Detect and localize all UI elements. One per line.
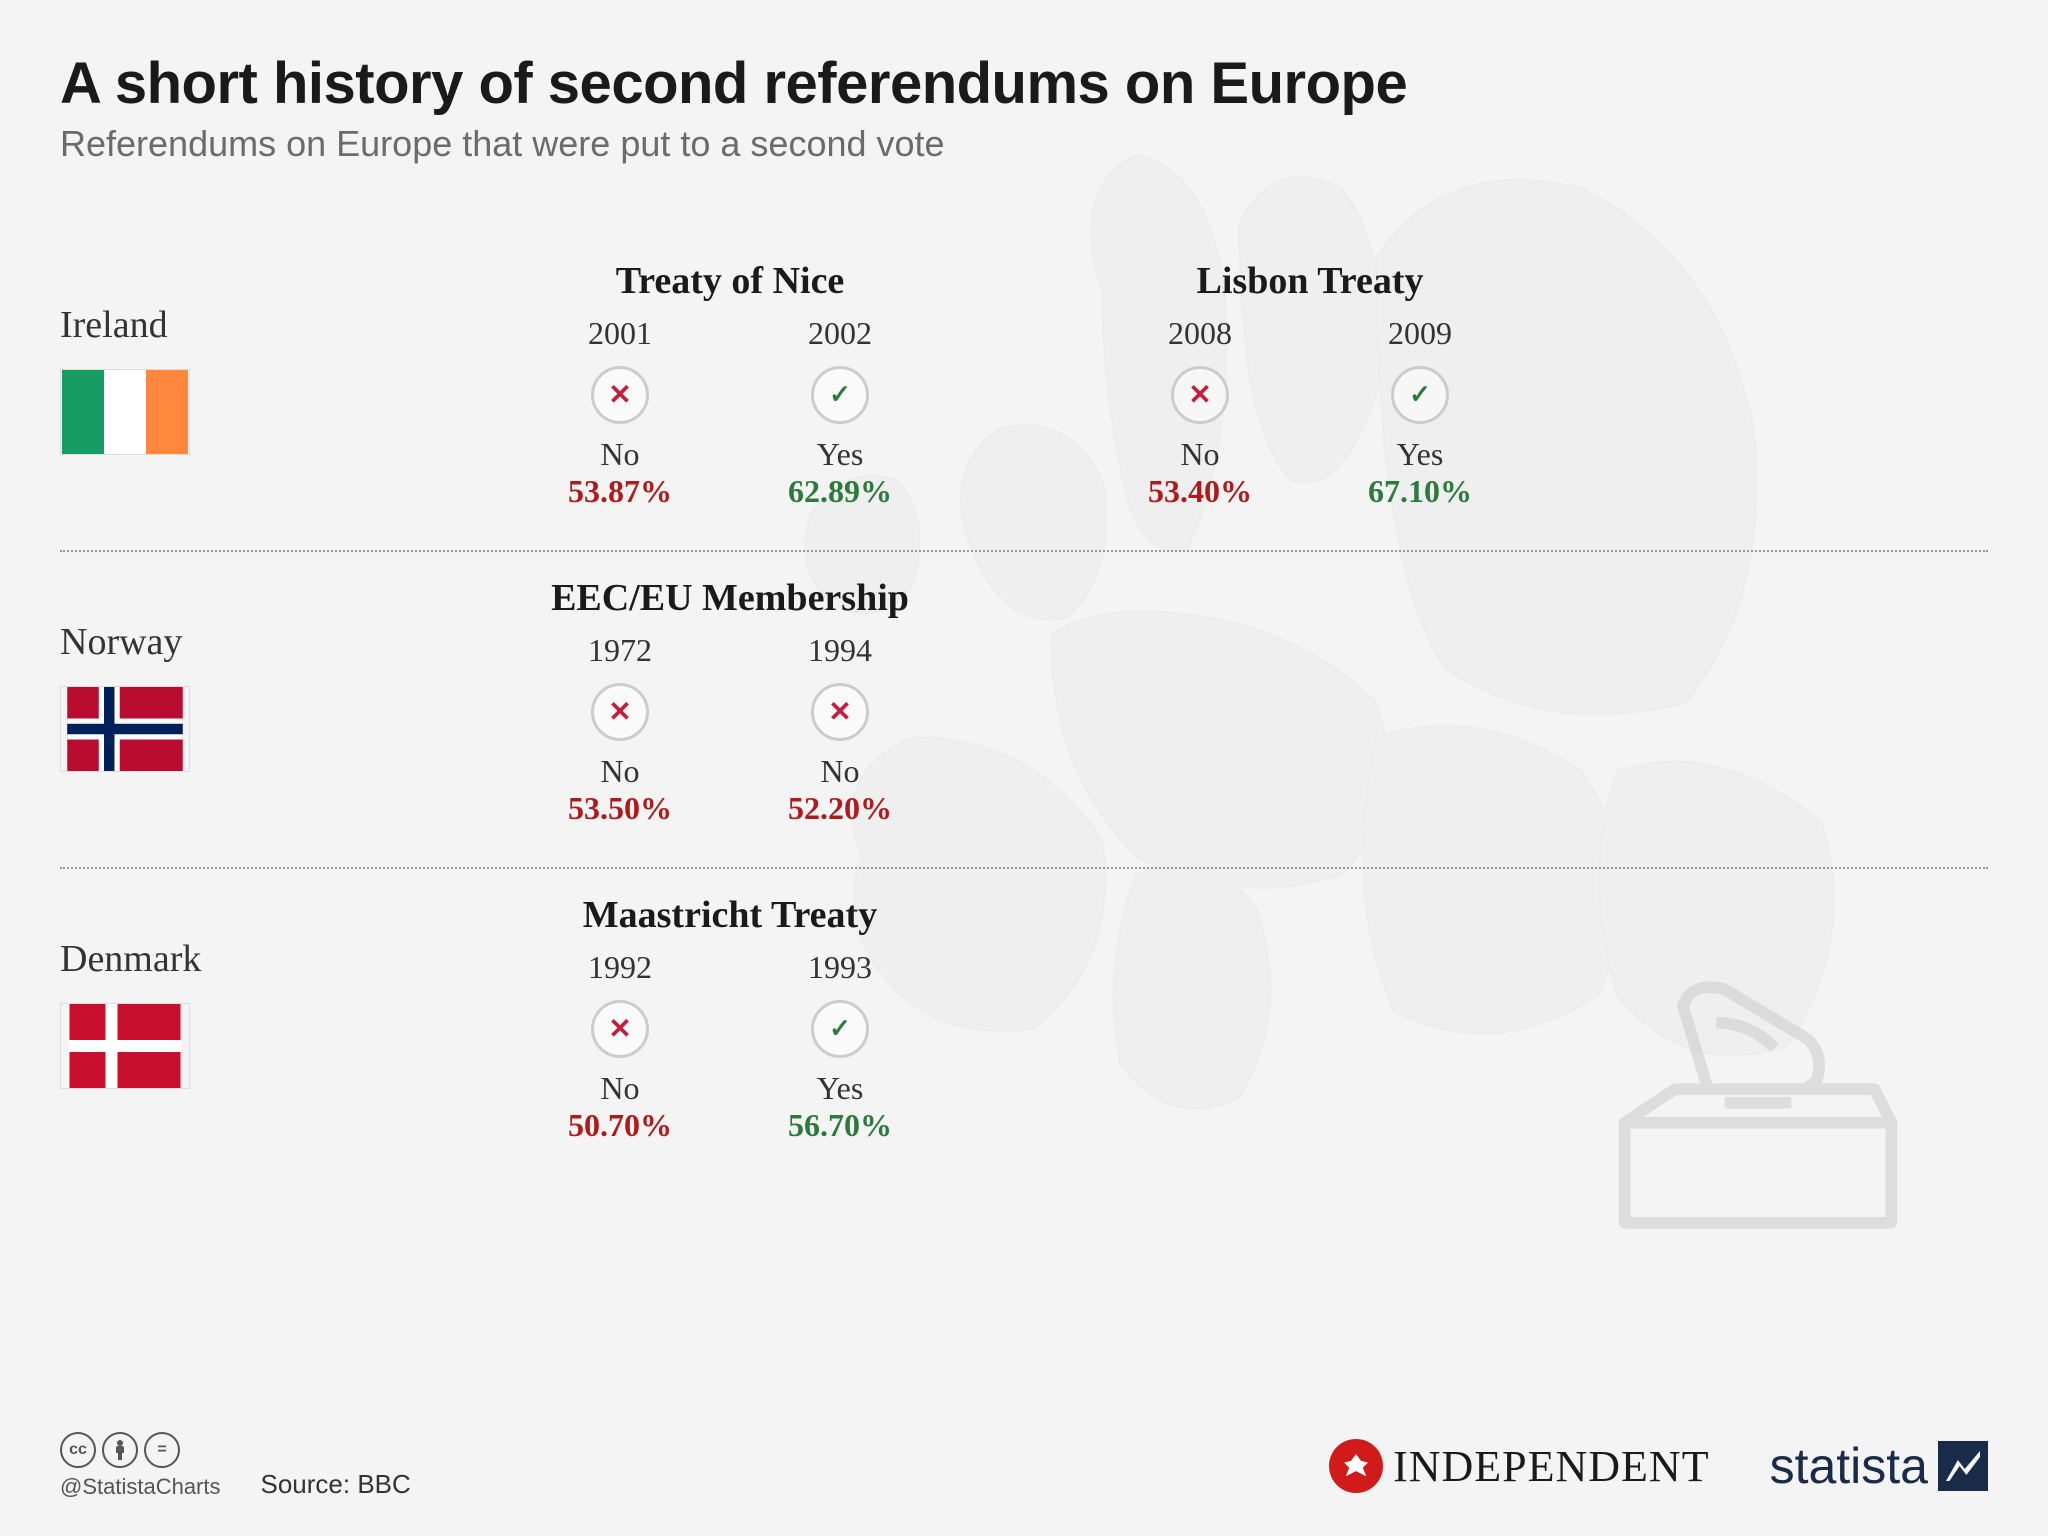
vote-year: 1994 [760, 632, 920, 669]
vote-year: 2008 [1120, 315, 1280, 352]
treaty-block: Lisbon Treaty 2008 ✕ No53.40% 2009 ✓ Yes67.10% [1120, 259, 1500, 510]
independent-logo: INDEPENDENT [1329, 1439, 1710, 1493]
vote-result: 1972 ✕ No53.50% [540, 632, 700, 827]
vote-year: 1972 [540, 632, 700, 669]
vote-label: No [760, 753, 920, 790]
check-icon: ✓ [1391, 366, 1449, 424]
country-name: Denmark [60, 937, 360, 981]
eagle-icon [1329, 1439, 1383, 1493]
vote-result: 2008 ✕ No53.40% [1120, 315, 1280, 510]
treaty-block: Maastricht Treaty 1992 ✕ No50.70% 1993 ✓ Yes56… [540, 893, 920, 1144]
treaty-block: EEC/EU Membership1972✕No53.50%1994✕No52.… [540, 576, 920, 827]
country-row: NorwayEEC/EU Membership1972✕No53.50%1994… [60, 552, 1988, 869]
vote-label: Yes [1340, 436, 1500, 473]
source-label: Source: BBC [261, 1469, 411, 1500]
country-row: IrelandTreaty of Nice2001✕No53.87%2002✓Y… [60, 235, 1988, 552]
country-name: Norway [60, 620, 360, 664]
cc-license-icons: cc = [60, 1432, 221, 1468]
flag-denmark [60, 1003, 360, 1089]
cc-icon: cc [60, 1432, 96, 1468]
vote-label: Yes [760, 1070, 920, 1107]
cc-by-icon [102, 1432, 138, 1468]
vote-result: 2009 ✓ Yes67.10% [1340, 315, 1500, 510]
x-icon: ✕ [1171, 366, 1229, 424]
cc-nd-icon: = [144, 1432, 180, 1468]
treaty-title: EEC/EU Membership [540, 576, 920, 620]
vote-percent: 53.87% [540, 473, 700, 510]
countries-list: IrelandTreaty of Nice2001✕No53.87%2002✓Y… [60, 235, 1988, 1184]
statista-mark-icon [1938, 1441, 1988, 1491]
statista-logo: statista [1770, 1437, 1988, 1495]
x-icon: ✕ [811, 683, 869, 741]
x-icon: ✕ [591, 683, 649, 741]
vote-year: 2001 [540, 315, 700, 352]
treaty-block: Treaty of Nice 2001 ✕ No53.87% 2002 ✓ Yes62.89… [540, 259, 920, 510]
vote-label: No [1120, 436, 1280, 473]
vote-year: 2002 [760, 315, 920, 352]
vote-year: 1993 [760, 949, 920, 986]
vote-label: No [540, 753, 700, 790]
page-subtitle: Referendums on Europe that were put to a… [60, 123, 1988, 165]
check-icon: ✓ [811, 366, 869, 424]
vote-result: 1993 ✓ Yes56.70% [760, 949, 920, 1144]
vote-result: 2001 ✕ No53.87% [540, 315, 700, 510]
treaty-title: Treaty of Nice [540, 259, 920, 303]
vote-label: No [540, 436, 700, 473]
twitter-handle: @StatistaCharts [60, 1474, 221, 1500]
vote-percent: 53.40% [1120, 473, 1280, 510]
page-title: A short history of second referendums on… [60, 50, 1988, 117]
country-row: DenmarkMaastricht Treaty1992✕No50.70%199… [60, 869, 1988, 1184]
treaty-title: Maastricht Treaty [540, 893, 920, 937]
treaty-title: Lisbon Treaty [1120, 259, 1500, 303]
x-icon: ✕ [591, 1000, 649, 1058]
vote-percent: 67.10% [1340, 473, 1500, 510]
x-icon: ✕ [591, 366, 649, 424]
vote-year: 2009 [1340, 315, 1500, 352]
vote-result: 2002 ✓ Yes62.89% [760, 315, 920, 510]
check-icon: ✓ [811, 1000, 869, 1058]
vote-percent: 53.50% [540, 790, 700, 827]
vote-year: 1992 [540, 949, 700, 986]
country-name: Ireland [60, 303, 360, 347]
vote-percent: 50.70% [540, 1107, 700, 1144]
vote-result: 1994 ✕ No52.20% [760, 632, 920, 827]
vote-result: 1992 ✕ No50.70% [540, 949, 700, 1144]
flag-ireland [60, 369, 360, 455]
flag-norway [60, 686, 360, 772]
vote-percent: 62.89% [760, 473, 920, 510]
vote-percent: 52.20% [760, 790, 920, 827]
vote-label: No [540, 1070, 700, 1107]
footer: cc = @StatistaCharts Source: BBC INDEPEN… [60, 1432, 1988, 1500]
vote-label: Yes [760, 436, 920, 473]
vote-percent: 56.70% [760, 1107, 920, 1144]
